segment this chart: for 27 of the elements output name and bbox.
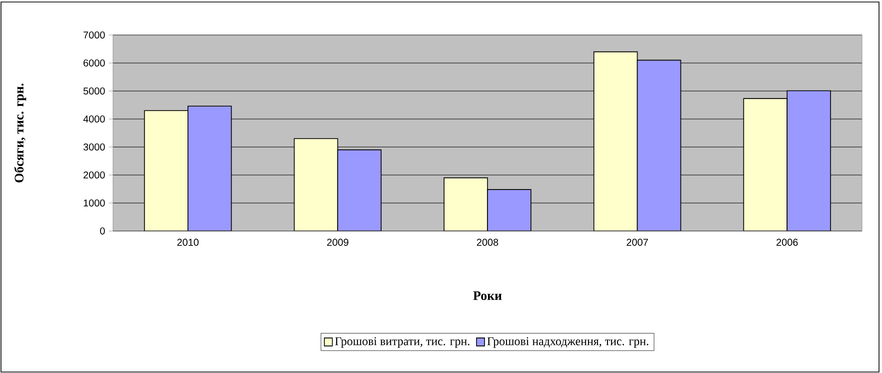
bar [337,149,382,231]
y-tick-label: 5000 [83,87,105,95]
bar [294,138,338,231]
legend-label: Грошові витрати, тис. грн. [335,337,470,348]
y-axis-title: Обсяги, тис. грн. [14,84,26,182]
legend-label: Грошові надходження, тис. грн. [487,337,648,348]
y-tick-label: 4000 [83,115,105,123]
bar [593,51,638,231]
x-tick-label: 2009 [327,238,348,246]
y-tick-label: 6000 [84,59,105,67]
bar [636,60,682,231]
bar [786,90,831,231]
y-tick-label: 1000 [84,199,105,207]
bar [444,177,488,231]
y-tick-label: 0 [100,227,105,235]
x-tick-label: 2007 [626,238,648,246]
x-tick-label: 2010 [177,238,199,246]
bar [743,98,788,231]
x-tick-label: 2008 [476,238,498,246]
bar [188,106,232,231]
x-tick-label: 2006 [776,238,798,246]
x-axis-title: Роки [473,291,502,300]
bar [144,110,188,231]
y-tick-label: 3000 [83,143,105,151]
y-tick-label: 7000 [84,31,105,39]
bar [487,189,532,231]
y-tick-label: 2000 [84,171,105,179]
